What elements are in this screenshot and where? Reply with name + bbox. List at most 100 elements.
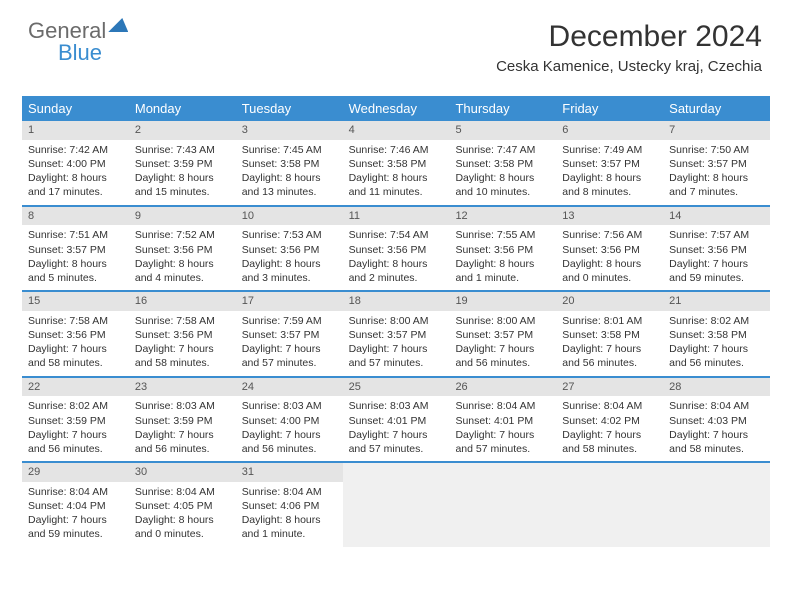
cell-line-sunset: Sunset: 3:56 PM bbox=[28, 328, 123, 342]
cell-line-daylight1: Daylight: 7 hours bbox=[562, 428, 657, 442]
cell-line-sunrise: Sunrise: 8:04 AM bbox=[242, 485, 337, 499]
cell-line-daylight2: and 59 minutes. bbox=[669, 271, 764, 285]
calendar-cell: 3Sunrise: 7:45 AMSunset: 3:58 PMDaylight… bbox=[236, 121, 343, 205]
cell-line-sunset: Sunset: 3:57 PM bbox=[349, 328, 444, 342]
day-number: 30 bbox=[129, 463, 236, 482]
cell-line-daylight2: and 4 minutes. bbox=[135, 271, 230, 285]
calendar-cell: 5Sunrise: 7:47 AMSunset: 3:58 PMDaylight… bbox=[449, 121, 556, 205]
cell-line-sunset: Sunset: 3:58 PM bbox=[242, 157, 337, 171]
cell-line-sunrise: Sunrise: 8:03 AM bbox=[135, 399, 230, 413]
cell-line-daylight2: and 15 minutes. bbox=[135, 185, 230, 199]
cell-line-daylight2: and 58 minutes. bbox=[28, 356, 123, 370]
cell-line-daylight1: Daylight: 8 hours bbox=[242, 171, 337, 185]
cell-line-daylight1: Daylight: 7 hours bbox=[669, 257, 764, 271]
cell-line-sunset: Sunset: 3:56 PM bbox=[562, 243, 657, 257]
cell-body: Sunrise: 7:51 AMSunset: 3:57 PMDaylight:… bbox=[22, 225, 129, 290]
cell-line-daylight2: and 17 minutes. bbox=[28, 185, 123, 199]
cell-body: Sunrise: 8:03 AMSunset: 4:00 PMDaylight:… bbox=[236, 396, 343, 461]
calendar-cell-empty bbox=[556, 463, 663, 547]
day-number: 6 bbox=[556, 121, 663, 140]
day-number: 31 bbox=[236, 463, 343, 482]
cell-line-sunset: Sunset: 4:02 PM bbox=[562, 414, 657, 428]
cell-line-sunset: Sunset: 4:01 PM bbox=[455, 414, 550, 428]
cell-line-sunset: Sunset: 3:56 PM bbox=[455, 243, 550, 257]
calendar-header-row: SundayMondayTuesdayWednesdayThursdayFrid… bbox=[22, 96, 770, 121]
calendar-cell: 4Sunrise: 7:46 AMSunset: 3:58 PMDaylight… bbox=[343, 121, 450, 205]
calendar-cell: 17Sunrise: 7:59 AMSunset: 3:57 PMDayligh… bbox=[236, 292, 343, 376]
cell-line-daylight1: Daylight: 7 hours bbox=[28, 342, 123, 356]
calendar-cell-empty bbox=[449, 463, 556, 547]
cell-line-daylight1: Daylight: 7 hours bbox=[28, 513, 123, 527]
location-text: Ceska Kamenice, Ustecky kraj, Czechia bbox=[496, 58, 762, 75]
calendar-cell: 13Sunrise: 7:56 AMSunset: 3:56 PMDayligh… bbox=[556, 207, 663, 291]
cell-body: Sunrise: 7:50 AMSunset: 3:57 PMDaylight:… bbox=[663, 140, 770, 205]
cell-body: Sunrise: 7:46 AMSunset: 3:58 PMDaylight:… bbox=[343, 140, 450, 205]
day-number: 20 bbox=[556, 292, 663, 311]
cell-line-daylight1: Daylight: 7 hours bbox=[135, 428, 230, 442]
cell-line-daylight1: Daylight: 7 hours bbox=[349, 342, 444, 356]
day-number: 14 bbox=[663, 207, 770, 226]
day-number: 2 bbox=[129, 121, 236, 140]
cell-line-sunset: Sunset: 3:57 PM bbox=[562, 157, 657, 171]
calendar-cell: 16Sunrise: 7:58 AMSunset: 3:56 PMDayligh… bbox=[129, 292, 236, 376]
cell-line-sunset: Sunset: 3:57 PM bbox=[28, 243, 123, 257]
cell-line-daylight2: and 58 minutes. bbox=[562, 442, 657, 456]
calendar-cell: 20Sunrise: 8:01 AMSunset: 3:58 PMDayligh… bbox=[556, 292, 663, 376]
cell-line-daylight1: Daylight: 7 hours bbox=[135, 342, 230, 356]
cell-line-daylight2: and 57 minutes. bbox=[242, 356, 337, 370]
cell-line-daylight1: Daylight: 8 hours bbox=[28, 257, 123, 271]
calendar-cell: 19Sunrise: 8:00 AMSunset: 3:57 PMDayligh… bbox=[449, 292, 556, 376]
cell-line-sunrise: Sunrise: 8:04 AM bbox=[455, 399, 550, 413]
cell-line-daylight2: and 1 minute. bbox=[455, 271, 550, 285]
cell-body: Sunrise: 8:01 AMSunset: 3:58 PMDaylight:… bbox=[556, 311, 663, 376]
cell-line-daylight2: and 0 minutes. bbox=[135, 527, 230, 541]
cell-line-sunset: Sunset: 4:01 PM bbox=[349, 414, 444, 428]
cell-line-sunset: Sunset: 3:56 PM bbox=[242, 243, 337, 257]
calendar: SundayMondayTuesdayWednesdayThursdayFrid… bbox=[22, 96, 770, 547]
calendar-cell: 18Sunrise: 8:00 AMSunset: 3:57 PMDayligh… bbox=[343, 292, 450, 376]
cell-body: Sunrise: 8:04 AMSunset: 4:05 PMDaylight:… bbox=[129, 482, 236, 547]
cell-body: Sunrise: 8:04 AMSunset: 4:03 PMDaylight:… bbox=[663, 396, 770, 461]
day-number: 15 bbox=[22, 292, 129, 311]
cell-line-daylight1: Daylight: 8 hours bbox=[135, 513, 230, 527]
cell-line-sunrise: Sunrise: 7:52 AM bbox=[135, 228, 230, 242]
cell-line-daylight1: Daylight: 8 hours bbox=[242, 513, 337, 527]
cell-line-sunrise: Sunrise: 7:57 AM bbox=[669, 228, 764, 242]
cell-body: Sunrise: 8:00 AMSunset: 3:57 PMDaylight:… bbox=[343, 311, 450, 376]
cell-body: Sunrise: 7:58 AMSunset: 3:56 PMDaylight:… bbox=[22, 311, 129, 376]
cell-line-daylight1: Daylight: 8 hours bbox=[28, 171, 123, 185]
cell-line-daylight2: and 7 minutes. bbox=[669, 185, 764, 199]
calendar-cell-empty bbox=[343, 463, 450, 547]
cell-line-daylight1: Daylight: 7 hours bbox=[242, 342, 337, 356]
cell-line-sunrise: Sunrise: 7:53 AM bbox=[242, 228, 337, 242]
calendar-week: 8Sunrise: 7:51 AMSunset: 3:57 PMDaylight… bbox=[22, 207, 770, 293]
cell-line-daylight2: and 10 minutes. bbox=[455, 185, 550, 199]
cell-line-sunset: Sunset: 3:56 PM bbox=[349, 243, 444, 257]
logo-line2: Blue bbox=[58, 40, 102, 66]
cell-line-daylight1: Daylight: 8 hours bbox=[135, 171, 230, 185]
day-number: 26 bbox=[449, 378, 556, 397]
cell-line-sunrise: Sunrise: 8:02 AM bbox=[28, 399, 123, 413]
cell-line-sunset: Sunset: 4:06 PM bbox=[242, 499, 337, 513]
day-header: Tuesday bbox=[236, 96, 343, 121]
calendar-cell-empty bbox=[663, 463, 770, 547]
day-number: 13 bbox=[556, 207, 663, 226]
cell-line-sunrise: Sunrise: 8:00 AM bbox=[349, 314, 444, 328]
cell-line-daylight2: and 56 minutes. bbox=[28, 442, 123, 456]
cell-line-daylight1: Daylight: 7 hours bbox=[242, 428, 337, 442]
cell-line-sunset: Sunset: 4:04 PM bbox=[28, 499, 123, 513]
cell-line-sunset: Sunset: 4:00 PM bbox=[28, 157, 123, 171]
cell-line-daylight1: Daylight: 7 hours bbox=[669, 428, 764, 442]
cell-line-sunset: Sunset: 3:56 PM bbox=[135, 328, 230, 342]
cell-body: Sunrise: 7:56 AMSunset: 3:56 PMDaylight:… bbox=[556, 225, 663, 290]
cell-body: Sunrise: 8:03 AMSunset: 3:59 PMDaylight:… bbox=[129, 396, 236, 461]
cell-body: Sunrise: 8:04 AMSunset: 4:01 PMDaylight:… bbox=[449, 396, 556, 461]
cell-line-daylight2: and 3 minutes. bbox=[242, 271, 337, 285]
logo-triangle-icon bbox=[108, 18, 128, 32]
cell-line-sunset: Sunset: 3:58 PM bbox=[562, 328, 657, 342]
cell-line-sunrise: Sunrise: 7:45 AM bbox=[242, 143, 337, 157]
cell-line-daylight1: Daylight: 7 hours bbox=[28, 428, 123, 442]
cell-body: Sunrise: 7:55 AMSunset: 3:56 PMDaylight:… bbox=[449, 225, 556, 290]
cell-line-sunrise: Sunrise: 8:04 AM bbox=[135, 485, 230, 499]
cell-line-daylight2: and 1 minute. bbox=[242, 527, 337, 541]
